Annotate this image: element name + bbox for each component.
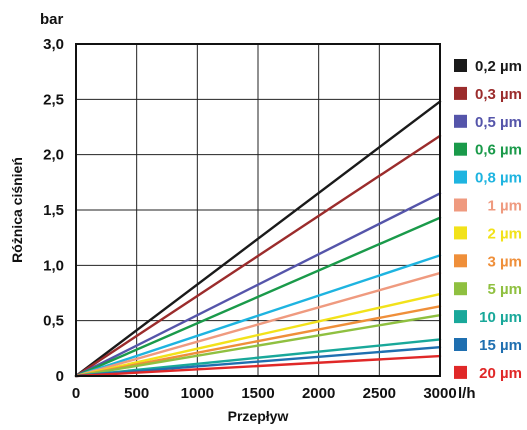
legend-label: 15 µm xyxy=(479,337,522,354)
series-line xyxy=(74,271,442,378)
x-tick-label: 3000 xyxy=(423,385,456,402)
legend-item: 5 µm xyxy=(454,281,522,298)
legend-label: 0,5 µm xyxy=(475,114,522,131)
series-line xyxy=(74,305,442,378)
legend-item: 0,5 µm xyxy=(454,114,522,131)
x-unit-label: l/h xyxy=(458,385,476,402)
x-tick-labels: 0 500 1000 1500 2000 2500 3000 xyxy=(72,385,457,402)
legend-item: 2 µm xyxy=(454,225,522,242)
series-line xyxy=(74,254,442,378)
legend-label: 0,6 µm xyxy=(475,142,522,159)
x-tick-label: 1500 xyxy=(241,385,274,402)
legend-label: 1 µm xyxy=(488,198,523,215)
series-line xyxy=(74,100,442,378)
legend-label: 5 µm xyxy=(488,281,523,298)
legend-swatch xyxy=(454,59,467,72)
series-line xyxy=(74,338,442,378)
series-line xyxy=(74,192,442,378)
legend-swatch xyxy=(454,226,467,240)
legend-item: 10 µm xyxy=(454,309,522,326)
legend-swatch xyxy=(454,365,467,379)
legend-label: 0,3 µm xyxy=(475,86,522,103)
legend-item: 15 µm xyxy=(454,337,522,354)
legend-item: 0,6 µm xyxy=(454,142,522,159)
legend-item: 3 µm xyxy=(454,253,522,270)
y-tick-label: 2,0 xyxy=(43,147,64,164)
grid xyxy=(76,44,440,376)
series-lines xyxy=(74,100,442,378)
x-tick-label: 0 xyxy=(72,385,80,402)
legend-swatch xyxy=(454,114,467,128)
legend-swatch xyxy=(454,198,467,212)
legend-swatch xyxy=(454,338,467,351)
y-tick-label: 0 xyxy=(56,368,64,385)
legend-swatch xyxy=(454,170,467,184)
plot-frame xyxy=(75,43,441,377)
legend-swatch xyxy=(454,282,467,296)
legend-item: 20 µm xyxy=(454,365,522,382)
legend-swatch xyxy=(454,86,467,100)
x-tick-label: 2500 xyxy=(363,385,396,402)
legend-label: 0,2 µm xyxy=(475,58,522,75)
legend-swatch xyxy=(454,310,467,324)
y-tick-label: 2,5 xyxy=(43,91,64,108)
legend-item: 0,8 µm xyxy=(454,170,522,187)
x-tick-label: 500 xyxy=(124,385,149,402)
x-tick-label: 2000 xyxy=(302,385,335,402)
legend-label: 10 µm xyxy=(479,309,522,326)
y-tick-labels: 0 0,5 1,0 1,5 2,0 2,5 3,0 xyxy=(43,36,64,385)
legend-label: 3 µm xyxy=(488,253,523,270)
legend-label: 0,8 µm xyxy=(475,170,522,187)
series-line xyxy=(74,313,442,378)
series-line xyxy=(74,354,442,378)
legend-label: 20 µm xyxy=(479,365,522,382)
legend-swatch xyxy=(454,142,467,156)
legend-item: 0,3 µm xyxy=(454,86,522,103)
x-axis-title: Przepływ xyxy=(228,408,289,424)
x-tick-label: 1000 xyxy=(181,385,214,402)
legend: 0,2 µm 0,3 µm 0,5 µm 0,6 µm 0,8 µm 1 µm 2 µm 3 … xyxy=(454,58,522,382)
series-line xyxy=(74,134,442,378)
legend-label: 2 µm xyxy=(488,225,523,242)
legend-item: 0,2 µm xyxy=(454,58,522,75)
series-line xyxy=(74,292,442,378)
y-tick-label: 0,5 xyxy=(43,313,64,330)
y-axis-title: Różnica ciśnień xyxy=(9,157,25,263)
y-tick-label: 1,0 xyxy=(43,257,64,274)
y-tick-label: 3,0 xyxy=(43,36,64,53)
legend-swatch xyxy=(454,254,467,268)
y-unit-label: bar xyxy=(40,11,64,28)
series-line xyxy=(74,216,442,378)
series-line xyxy=(74,346,442,378)
y-tick-label: 1,5 xyxy=(43,202,64,219)
legend-item: 1 µm xyxy=(454,198,522,215)
